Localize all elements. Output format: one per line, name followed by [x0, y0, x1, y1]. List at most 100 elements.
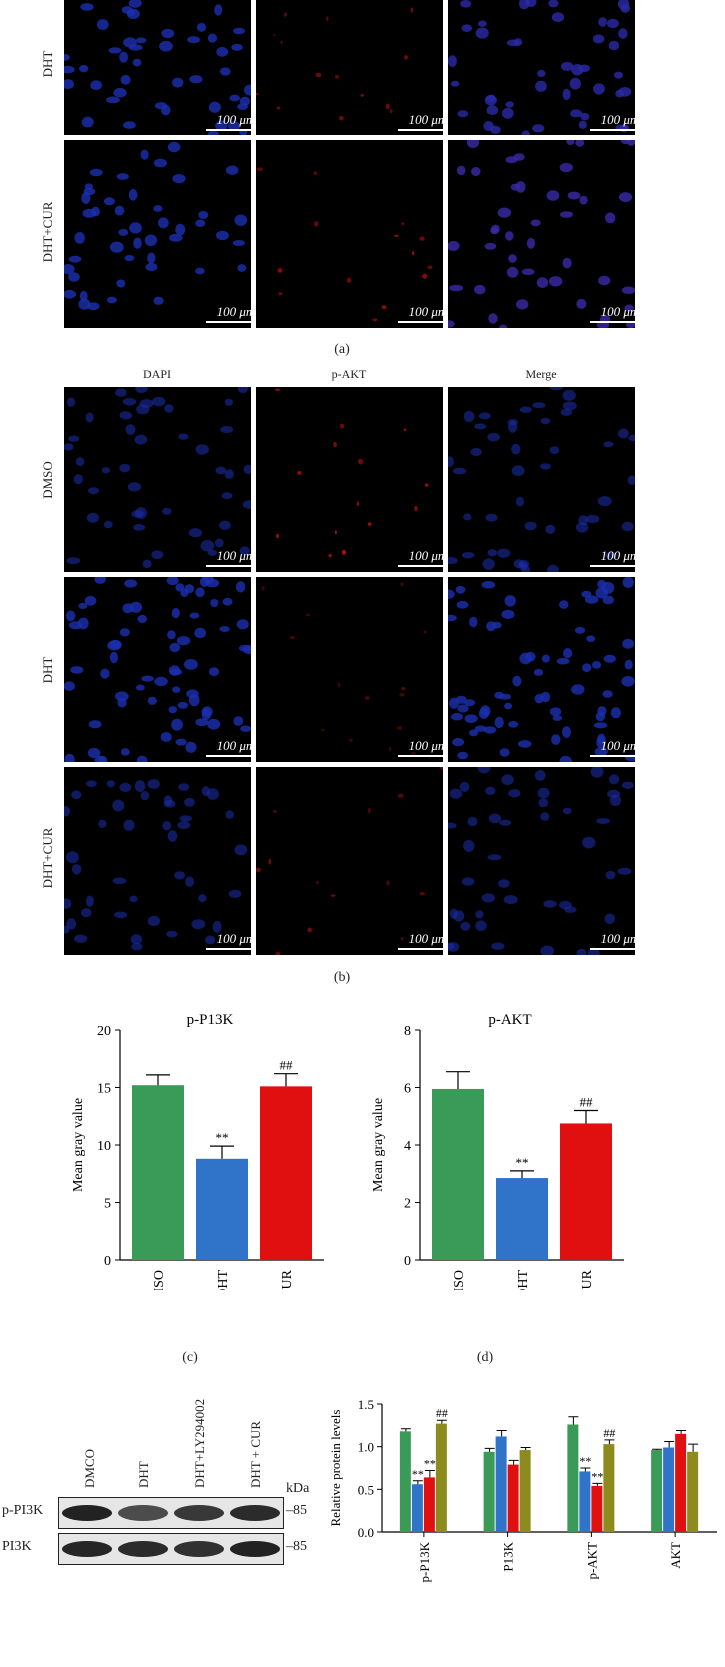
- nucleus: [389, 109, 393, 114]
- nucleus: [595, 711, 606, 722]
- row-label-dht-b: DHT: [40, 656, 55, 684]
- nucleus: [456, 165, 466, 176]
- nucleus: [497, 548, 511, 558]
- nucleus: [201, 786, 211, 797]
- lane-label-dht-cur: DHT + CUR: [248, 1420, 263, 1488]
- nucleus: [125, 424, 136, 435]
- nucleus: [552, 715, 563, 721]
- nucleus: [236, 619, 249, 630]
- nucleus: [119, 411, 133, 420]
- nucleus: [142, 559, 152, 569]
- nucleus: [401, 687, 406, 691]
- scale-bar-label: 100 μm: [216, 738, 251, 753]
- nucleus: [101, 467, 111, 474]
- nucleus: [136, 684, 145, 691]
- nucleus: [215, 120, 228, 131]
- nucleus: [135, 387, 148, 393]
- nucleus: [488, 813, 501, 824]
- bar: [591, 1485, 603, 1532]
- column-label-merge: Merge: [525, 367, 557, 381]
- nucleus: [153, 158, 167, 168]
- nucleus: [389, 746, 392, 752]
- nucleus: [569, 77, 581, 90]
- nucleus: [275, 951, 281, 955]
- nucleus: [205, 935, 216, 945]
- nucleus: [326, 16, 329, 21]
- nucleus: [610, 707, 621, 719]
- nucleus: [214, 4, 223, 16]
- nucleus: [517, 740, 532, 748]
- nucleus: [307, 927, 312, 933]
- nucleus: [497, 207, 512, 218]
- nucleus: [364, 696, 370, 700]
- significance-mark: ##: [603, 1426, 615, 1440]
- nucleus: [585, 514, 600, 524]
- nucleus: [189, 75, 203, 84]
- bar: [579, 1471, 591, 1532]
- nucleus: [487, 549, 498, 557]
- y-tick-label: 0.0: [358, 1525, 374, 1540]
- nucleus: [136, 404, 150, 415]
- nucleus: [244, 84, 251, 96]
- nucleus: [164, 404, 174, 413]
- y-tick-label: 0: [404, 1254, 411, 1269]
- y-axis-label: Mean gray value: [371, 1098, 386, 1192]
- error-bar: [580, 1467, 591, 1472]
- nucleus: [372, 318, 378, 322]
- nucleus: [411, 751, 416, 755]
- nucleus: [606, 18, 619, 29]
- row-label-dhtcur-b: DHT+CUR: [40, 827, 55, 889]
- bar: [567, 1424, 579, 1532]
- nucleus: [239, 96, 251, 107]
- nucleus: [228, 889, 242, 898]
- nucleus: [96, 19, 109, 30]
- nucleus: [221, 492, 233, 500]
- nucleus: [172, 77, 184, 88]
- nucleus: [448, 320, 455, 328]
- row-label-dmso-b: DMSO: [40, 461, 55, 499]
- nucleus: [71, 864, 82, 875]
- nucleus: [575, 522, 589, 533]
- nucleus: [386, 880, 390, 886]
- nucleus: [163, 799, 176, 808]
- nucleus: [576, 948, 587, 955]
- bar: [496, 1178, 548, 1260]
- nucleus: [618, 28, 628, 39]
- nucleus: [425, 483, 429, 487]
- nucleus: [219, 67, 231, 76]
- scale-bar-label: 100 μm: [408, 548, 443, 563]
- nucleus: [498, 693, 511, 700]
- nucleus: [167, 630, 176, 640]
- nucleus: [450, 713, 464, 721]
- nucleus: [450, 80, 460, 87]
- bar: [675, 1433, 687, 1532]
- nucleus: [207, 549, 218, 556]
- nucleus: [276, 533, 280, 539]
- error-bar: [424, 1470, 435, 1478]
- nucleus: [615, 89, 624, 98]
- nucleus: [448, 942, 460, 952]
- nucleus: [538, 798, 549, 808]
- nucleus: [511, 443, 521, 455]
- nucleus: [64, 443, 74, 451]
- nucleus: [579, 195, 588, 205]
- nucleus: [503, 895, 518, 905]
- nucleus: [64, 681, 75, 691]
- nucleus: [176, 636, 191, 646]
- nucleus: [220, 426, 234, 433]
- nucleus: [513, 559, 524, 569]
- nucleus: [175, 738, 187, 746]
- chart-title: p-P13K: [187, 1012, 234, 1028]
- nucleus: [64, 806, 71, 817]
- nucleus: [457, 751, 469, 760]
- nucleus: [237, 264, 247, 272]
- nucleus: [74, 232, 85, 244]
- nucleus: [87, 747, 101, 759]
- y-axis-label: Relative protein levels: [328, 1410, 343, 1527]
- nucleus: [162, 821, 172, 831]
- nucleus: [256, 867, 261, 873]
- nucleus: [195, 587, 205, 598]
- nucleus: [393, 234, 399, 237]
- y-tick-label: 10: [97, 1139, 111, 1154]
- bar: [260, 1086, 312, 1260]
